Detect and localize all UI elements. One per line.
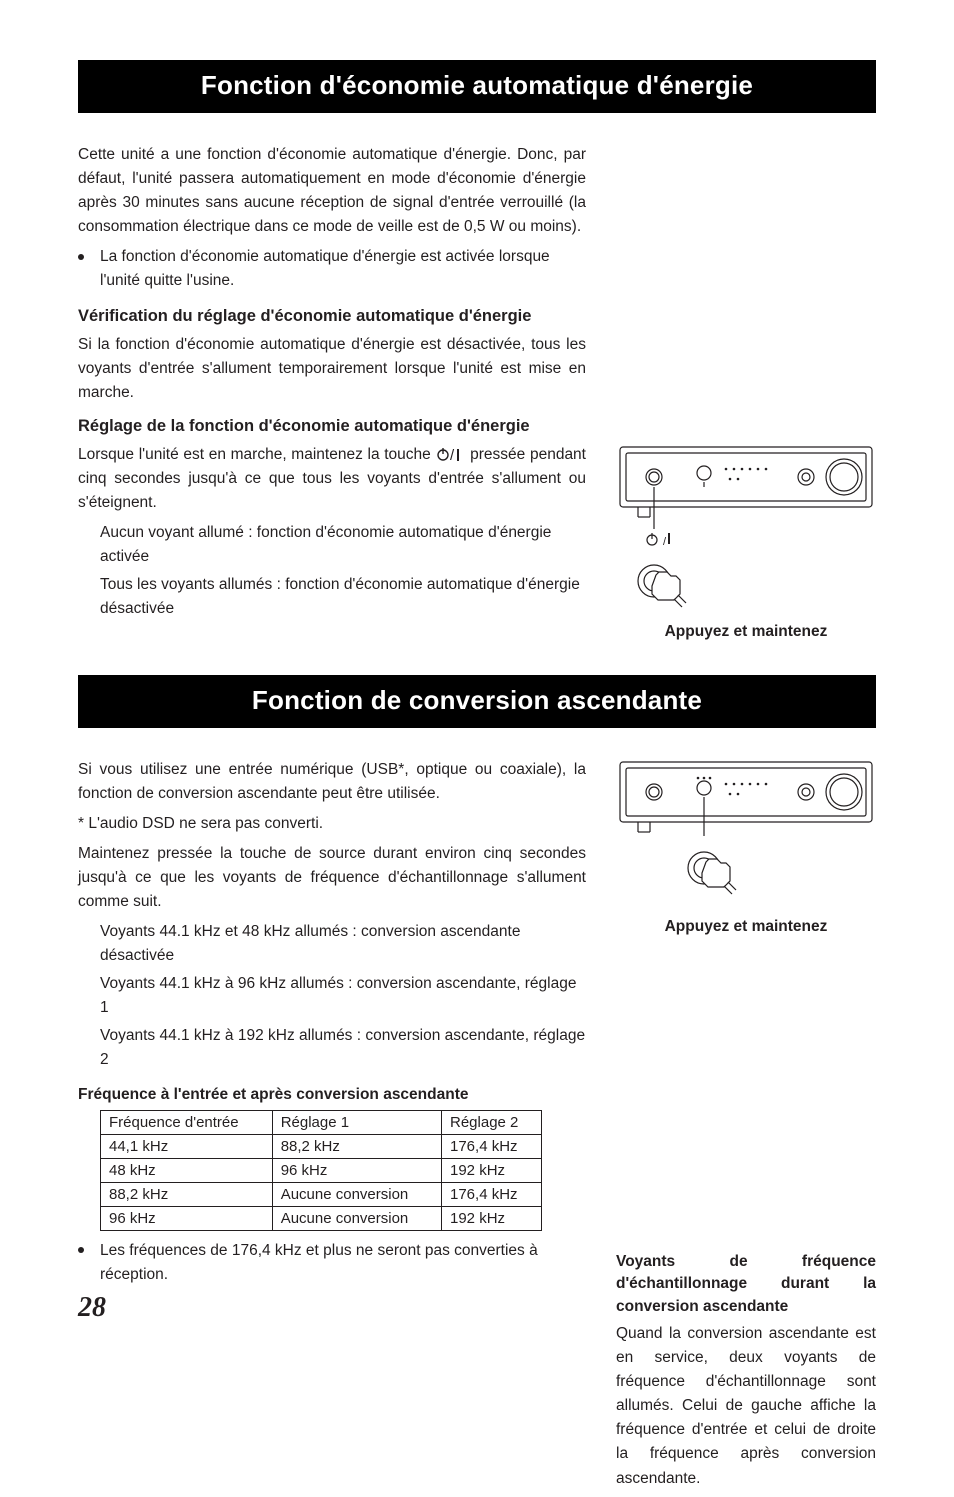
table-cell: 96 kHz bbox=[272, 1158, 441, 1182]
section1-right: / Appuyez et maintenez bbox=[616, 143, 876, 657]
section1-intro: Cette unité a une fonction d'économie au… bbox=[78, 143, 586, 239]
section1-left: Cette unité a une fonction d'économie au… bbox=[78, 143, 586, 657]
frequency-table: Fréquence d'entréeRéglage 1Réglage 2 44,… bbox=[100, 1110, 542, 1231]
table-row: 48 kHz96 kHz192 kHz bbox=[101, 1158, 542, 1182]
section2-left: Si vous utilisez une entrée numérique (U… bbox=[78, 758, 586, 1497]
table-cell: 88,2 kHz bbox=[101, 1182, 273, 1206]
table-cell: 192 kHz bbox=[442, 1158, 542, 1182]
power-icon: / bbox=[437, 446, 463, 462]
table-cell: Réglage 1 bbox=[272, 1110, 441, 1134]
section2-p1: Si vous utilisez une entrée numérique (U… bbox=[78, 758, 586, 806]
table-cell: Réglage 2 bbox=[442, 1110, 542, 1134]
table-cell: 192 kHz bbox=[442, 1206, 542, 1230]
section1-verif-body: Si la fonction d'économie automatique d'… bbox=[78, 333, 586, 405]
section1-state-on: Tous les voyants allumés : fonction d'éc… bbox=[100, 573, 586, 621]
section2-title: Fonction de conversion ascendante bbox=[78, 675, 876, 728]
section1-caption: Appuyez et maintenez bbox=[616, 623, 876, 641]
section2-right: Appuyez et maintenez Voyants de fréquenc… bbox=[616, 758, 876, 1497]
table-cell: 44,1 kHz bbox=[101, 1134, 273, 1158]
section1-bullet-list: La fonction d'économie automatique d'éne… bbox=[78, 245, 586, 293]
section1-title: Fonction d'économie automatique d'énergi… bbox=[78, 60, 876, 113]
device-power-illustration: / bbox=[616, 443, 876, 613]
section1-bullet1: La fonction d'économie automatique d'éne… bbox=[96, 245, 586, 293]
section2-right-head: Voyants de fréquence d'échantillonnage d… bbox=[616, 1251, 876, 1318]
manual-page: Fonction d'économie automatique d'énergi… bbox=[0, 0, 954, 1354]
section2-options: Voyants 44.1 kHz et 48 kHz allumés : con… bbox=[78, 920, 586, 1072]
table-cell: 176,4 kHz bbox=[442, 1182, 542, 1206]
table-row: 44,1 kHz88,2 kHz176,4 kHz bbox=[101, 1134, 542, 1158]
section2-p3: Maintenez pressée la touche de source du… bbox=[78, 842, 586, 914]
table-cell: Fréquence d'entrée bbox=[101, 1110, 273, 1134]
table-row: Fréquence d'entréeRéglage 1Réglage 2 bbox=[101, 1110, 542, 1134]
section1-reglage-body-a: Lorsque l'unité est en marche, maintenez… bbox=[78, 446, 435, 463]
table-row: 88,2 kHzAucune conversion176,4 kHz bbox=[101, 1182, 542, 1206]
table-cell: 176,4 kHz bbox=[442, 1134, 542, 1158]
power-label-slash: / bbox=[663, 536, 667, 548]
section1-state-off: Aucun voyant allumé : fonction d'économi… bbox=[100, 521, 586, 569]
table-cell: Aucune conversion bbox=[272, 1206, 441, 1230]
section2-opt3: Voyants 44.1 kHz à 192 kHz allumés : con… bbox=[100, 1024, 586, 1072]
page-number: 28 bbox=[78, 1292, 106, 1324]
section2-table-title: Fréquence à l'entrée et après conversion… bbox=[78, 1086, 586, 1104]
section1-reglage-body: Lorsque l'unité est en marche, maintenez… bbox=[78, 443, 586, 515]
section2-opt1: Voyants 44.1 kHz et 48 kHz allumés : con… bbox=[100, 920, 586, 968]
section1-columns: Cette unité a une fonction d'économie au… bbox=[78, 143, 876, 657]
section2-bullet-end: Les fréquences de 176,4 kHz et plus ne s… bbox=[96, 1239, 586, 1287]
section1-states: Aucun voyant allumé : fonction d'économi… bbox=[78, 521, 586, 621]
section2-bullet-list: Les fréquences de 176,4 kHz et plus ne s… bbox=[78, 1239, 586, 1287]
table-cell: Aucune conversion bbox=[272, 1182, 441, 1206]
table-row: 96 kHzAucune conversion192 kHz bbox=[101, 1206, 542, 1230]
table-cell: 96 kHz bbox=[101, 1206, 273, 1230]
section2-right-body: Quand la conversion ascendante est en se… bbox=[616, 1322, 876, 1490]
section2-figure: Appuyez et maintenez bbox=[616, 758, 876, 936]
slash: / bbox=[450, 447, 455, 462]
section1-reglage-head: Réglage de la fonction d'économie automa… bbox=[78, 415, 586, 439]
table-cell: 48 kHz bbox=[101, 1158, 273, 1182]
section2-p2: * L'audio DSD ne sera pas converti. bbox=[78, 812, 586, 836]
table-cell: 88,2 kHz bbox=[272, 1134, 441, 1158]
section1-figure: / Appuyez et maintenez bbox=[616, 443, 876, 641]
section2-caption: Appuyez et maintenez bbox=[616, 918, 876, 936]
section1-verif-head: Vérification du réglage d'économie autom… bbox=[78, 305, 586, 329]
device-source-illustration bbox=[616, 758, 876, 908]
section2-opt2: Voyants 44.1 kHz à 96 kHz allumés : conv… bbox=[100, 972, 586, 1020]
section2-columns: Si vous utilisez une entrée numérique (U… bbox=[78, 758, 876, 1497]
